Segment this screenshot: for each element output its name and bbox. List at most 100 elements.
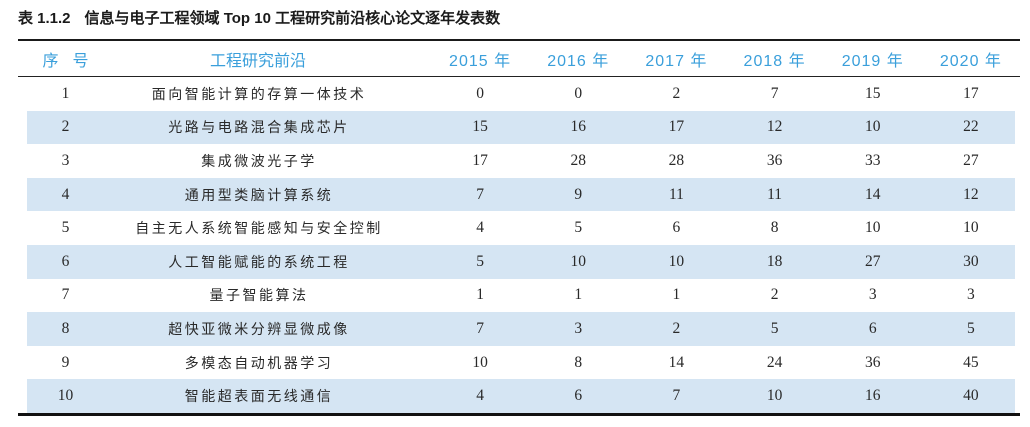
year-value-cell: 10 xyxy=(472,353,488,371)
year-value-cell: 45 xyxy=(963,353,979,371)
column-header-index: 序号 xyxy=(42,52,103,70)
year-value-cell: 10 xyxy=(668,252,685,270)
year-value-cell: 9 xyxy=(574,185,583,203)
year-value-cell: 14 xyxy=(864,185,881,203)
column-header-front-name: 工程研究前沿 xyxy=(209,52,306,70)
year-value-cell: 15 xyxy=(864,84,881,102)
column-header-year-2020: 2020 年 xyxy=(939,52,1002,70)
year-value-cell: 17 xyxy=(668,118,685,136)
year-value-cell: 16 xyxy=(570,118,586,136)
row-number-cell: 5 xyxy=(61,219,70,237)
year-value-cell: 7 xyxy=(476,185,484,203)
row-number-cell: 6 xyxy=(61,252,70,270)
year-value-cell: 12 xyxy=(766,118,783,136)
row-number-cell: 10 xyxy=(57,387,74,405)
year-value-cell: 7 xyxy=(672,387,681,405)
table-row: 8 超快亚微米分辨显微成像 7 3 2 5 6 5 xyxy=(18,312,1020,346)
year-value-cell: 6 xyxy=(672,219,681,237)
year-value-cell: 3 xyxy=(868,286,877,304)
year-value-cell: 6 xyxy=(868,319,877,337)
year-value-cell: 1 xyxy=(574,286,583,304)
column-header-year-2017: 2017 年 xyxy=(645,52,708,70)
column-header-year-2019: 2019 年 xyxy=(841,52,904,70)
year-value-cell: 36 xyxy=(864,353,881,371)
year-value-cell: 1 xyxy=(672,286,681,304)
year-value-cell: 5 xyxy=(967,319,975,337)
year-value-cell: 22 xyxy=(963,118,979,136)
year-value-cell: 11 xyxy=(668,185,684,203)
column-header-year-2015: 2015 年 xyxy=(449,52,512,70)
year-value-cell: 7 xyxy=(770,84,779,102)
year-value-cell: 40 xyxy=(963,387,979,405)
year-value-cell: 0 xyxy=(574,84,583,102)
year-value-cell: 11 xyxy=(767,185,783,203)
year-value-cell: 33 xyxy=(864,151,881,169)
front-name-cell: 面向智能计算的存算一体技术 xyxy=(151,87,367,103)
year-value-cell: 30 xyxy=(963,252,979,270)
table-row: 1 面向智能计算的存算一体技术 0 0 2 7 15 17 xyxy=(18,77,1020,111)
front-name-cell: 超快亚微米分辨显微成像 xyxy=(168,322,350,338)
year-value-cell: 6 xyxy=(574,387,583,405)
table-row: 6 人工智能赋能的系统工程 5 10 10 18 27 30 xyxy=(18,244,1020,279)
table-caption: 表 1.1.2 信息与电子工程领域 Top 10 工程研究前沿核心论文逐年发表数 xyxy=(18,8,1020,30)
table-caption-title: 信息与电子工程领域 Top 10 工程研究前沿核心论文逐年发表数 xyxy=(84,10,501,27)
table-row: 9 多模态自动机器学习 10 8 14 24 36 45 xyxy=(18,346,1020,380)
year-value-cell: 2 xyxy=(770,286,779,304)
table-row: 3 集成微波光子学 17 28 28 36 33 27 xyxy=(18,144,1020,178)
year-value-cell: 28 xyxy=(570,151,586,169)
year-value-cell: 8 xyxy=(574,353,583,371)
year-value-cell: 3 xyxy=(967,286,975,304)
year-value-cell: 17 xyxy=(963,84,979,102)
year-value-cell: 7 xyxy=(476,319,484,337)
year-value-cell: 0 xyxy=(476,84,484,102)
year-value-cell: 36 xyxy=(766,151,783,169)
data-table: 序号 工程研究前沿 2015 年 2016 年 2017 年 2018 年 20… xyxy=(18,39,1020,416)
table-row: 2 光路与电路混合集成芯片 15 16 17 12 10 22 xyxy=(18,110,1020,145)
year-value-cell: 5 xyxy=(770,319,779,337)
front-name-cell: 量子智能算法 xyxy=(209,289,309,305)
front-name-cell: 多模态自动机器学习 xyxy=(184,356,334,372)
year-value-cell: 3 xyxy=(574,319,583,337)
year-value-cell: 10 xyxy=(864,118,881,136)
year-value-cell: 12 xyxy=(963,185,979,203)
table-row: 4 通用型类脑计算系统 7 9 11 11 14 12 xyxy=(18,177,1020,212)
table-row: 10 智能超表面无线通信 4 6 7 10 16 40 xyxy=(18,379,1020,413)
year-value-cell: 10 xyxy=(766,387,783,405)
front-name-cell: 光路与电路混合集成芯片 xyxy=(168,121,350,137)
front-name-cell: 集成微波光子学 xyxy=(201,154,317,170)
year-value-cell: 4 xyxy=(476,387,484,405)
year-value-cell: 24 xyxy=(766,353,783,371)
year-value-cell: 16 xyxy=(864,387,881,405)
year-value-cell: 5 xyxy=(574,219,583,237)
table-header-row: 序号 工程研究前沿 2015 年 2016 年 2017 年 2018 年 20… xyxy=(18,41,1020,77)
year-value-cell: 10 xyxy=(570,252,586,270)
year-value-cell: 17 xyxy=(472,151,488,169)
row-number-cell: 7 xyxy=(61,286,70,304)
front-name-cell: 通用型类脑计算系统 xyxy=(184,188,334,204)
row-number-cell: 8 xyxy=(61,319,70,337)
year-value-cell: 1 xyxy=(476,286,484,304)
table-row: 7 量子智能算法 1 1 1 2 3 3 xyxy=(18,279,1020,313)
year-value-cell: 10 xyxy=(963,219,979,237)
front-name-cell: 智能超表面无线通信 xyxy=(184,390,334,406)
year-value-cell: 4 xyxy=(476,219,484,237)
year-value-cell: 8 xyxy=(770,219,779,237)
year-value-cell: 27 xyxy=(864,252,881,270)
row-number-cell: 3 xyxy=(61,151,70,169)
year-value-cell: 14 xyxy=(668,353,685,371)
year-value-cell: 28 xyxy=(668,151,685,169)
row-number-cell: 1 xyxy=(61,84,70,102)
row-number-cell: 2 xyxy=(61,118,70,136)
year-value-cell: 5 xyxy=(476,252,484,270)
year-value-cell: 18 xyxy=(766,252,783,270)
year-value-cell: 2 xyxy=(672,319,681,337)
row-number-cell: 9 xyxy=(61,353,70,371)
table-caption-number: 表 1.1.2 xyxy=(18,10,71,27)
year-value-cell: 10 xyxy=(864,219,881,237)
front-name-cell: 人工智能赋能的系统工程 xyxy=(168,255,350,271)
year-value-cell: 15 xyxy=(472,118,488,136)
row-number-cell: 4 xyxy=(61,185,70,203)
column-header-year-2018: 2018 年 xyxy=(743,52,806,70)
table-row: 5 自主无人系统智能感知与安全控制 4 5 6 8 10 10 xyxy=(18,211,1020,245)
